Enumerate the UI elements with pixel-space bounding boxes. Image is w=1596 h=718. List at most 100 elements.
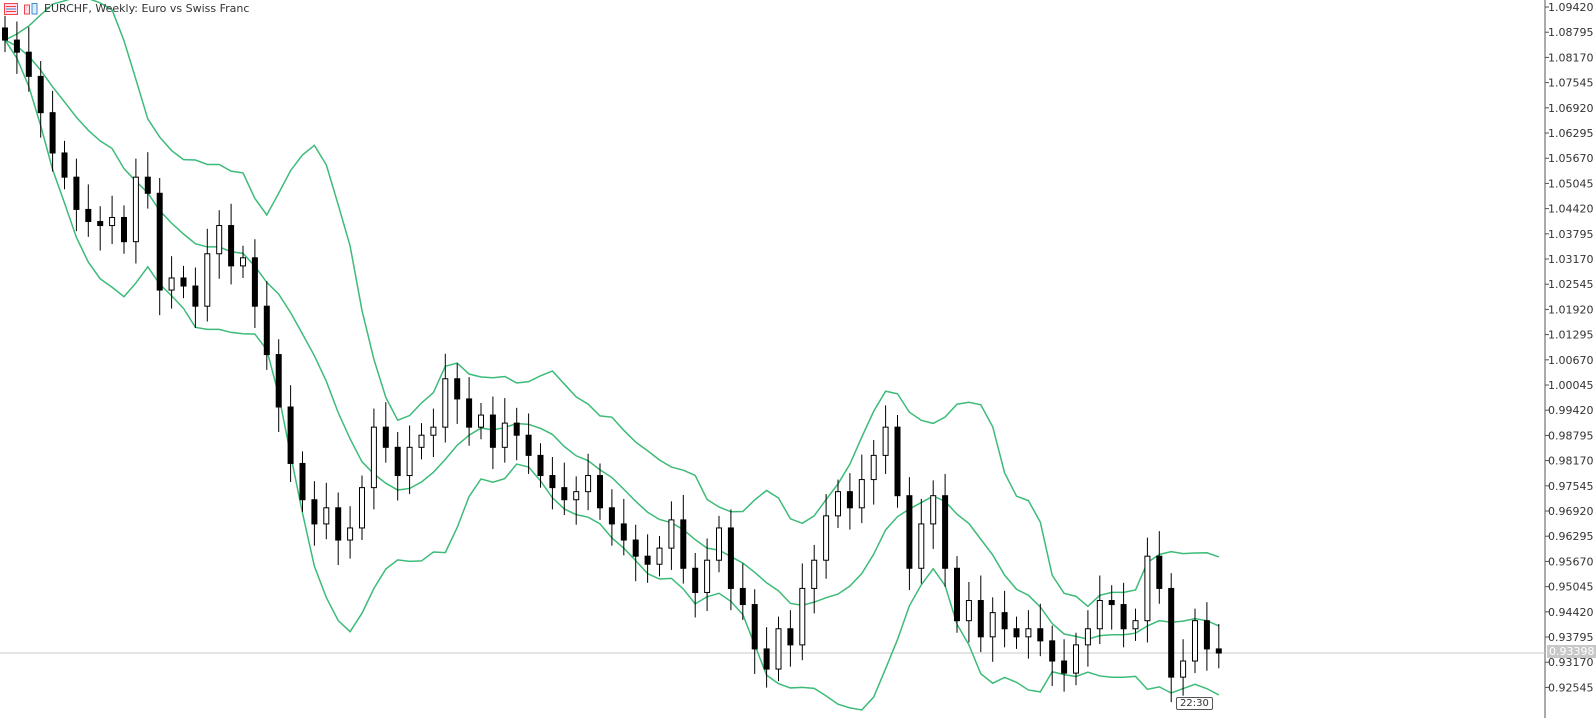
- y-tick-label: 0.92545: [1548, 681, 1594, 694]
- bullish-candle: [132, 176, 139, 243]
- y-tick-label: 1.08795: [1548, 26, 1594, 39]
- y-tick-label: 1.03795: [1548, 228, 1594, 241]
- y-tick-label: 0.95670: [1548, 555, 1594, 568]
- bearish-candle: [263, 305, 270, 356]
- y-tick-label: 1.07545: [1548, 77, 1594, 90]
- y-tick-label: 1.05670: [1548, 152, 1594, 165]
- bearish-candle: [97, 221, 104, 227]
- bullish-candle: [216, 225, 223, 255]
- chart-title-bar: EURCHF, Weekly: Euro vs Swiss Franc: [4, 2, 249, 15]
- y-tick-label: 1.08170: [1548, 51, 1594, 64]
- bearish-candle: [156, 192, 163, 291]
- bullish-candle: [204, 253, 211, 307]
- bearish-candle: [335, 507, 342, 541]
- y-tick-label: 1.01920: [1548, 303, 1594, 316]
- bearish-candle: [537, 454, 544, 477]
- y-tick-label: 1.03170: [1548, 253, 1594, 266]
- bearish-candle: [394, 446, 401, 477]
- bearish-candle: [489, 414, 496, 448]
- bullish-candle: [109, 216, 116, 227]
- bullish-candle: [430, 426, 437, 436]
- bearish-candle: [977, 600, 984, 638]
- y-tick-label: 0.94420: [1548, 606, 1594, 619]
- time-label: 22:30: [1176, 697, 1213, 710]
- bearish-candle: [894, 426, 901, 497]
- y-tick-label: 0.93795: [1548, 631, 1594, 644]
- bearish-candle: [692, 567, 699, 593]
- bullish-candle: [882, 426, 889, 456]
- bearish-candle: [1001, 612, 1008, 630]
- bearish-candle: [228, 225, 235, 267]
- bullish-candle: [418, 434, 425, 448]
- bearish-candle: [2, 27, 8, 41]
- bullish-candle: [965, 600, 972, 622]
- bullish-candle: [1084, 628, 1091, 646]
- y-tick-label: 0.97545: [1548, 480, 1594, 493]
- bearish-candle: [466, 398, 473, 428]
- bullish-candle: [870, 454, 877, 481]
- bearish-candle: [739, 587, 746, 606]
- y-tick-label: 1.01295: [1548, 329, 1594, 342]
- bullish-candle: [323, 507, 330, 525]
- bullish-candle: [585, 475, 592, 493]
- bullish-candle: [406, 446, 413, 477]
- bullish-candle: [823, 515, 830, 561]
- bearish-candle: [299, 462, 306, 501]
- bearish-candle: [192, 285, 199, 307]
- bullish-candle: [1073, 644, 1079, 674]
- bearish-candle: [787, 628, 794, 646]
- bullish-candle: [775, 628, 782, 670]
- bullish-candle: [1096, 600, 1103, 630]
- y-tick-label: 1.05045: [1548, 177, 1594, 190]
- bollinger-lower-band: [4, 39, 1220, 711]
- bullish-candle: [359, 487, 365, 529]
- bearish-candle: [61, 152, 68, 178]
- bearish-candle: [1108, 600, 1115, 606]
- indicator-list-icon[interactable]: [4, 2, 18, 15]
- bullish-candle: [370, 426, 377, 489]
- bullish-candle: [1180, 660, 1187, 678]
- y-tick-label: 0.96920: [1548, 505, 1594, 518]
- bullish-candle: [1192, 620, 1198, 662]
- bearish-candle: [1215, 648, 1222, 654]
- bearish-candle: [644, 555, 651, 565]
- y-tick-label: 1.00045: [1548, 379, 1594, 392]
- bullish-candle: [240, 257, 246, 267]
- bearish-candle: [1013, 628, 1020, 638]
- y-tick-label: 1.02545: [1548, 278, 1594, 291]
- bullish-candle: [704, 559, 711, 593]
- bearish-candle: [751, 604, 758, 650]
- bearish-candle: [180, 277, 187, 287]
- bearish-candle: [287, 406, 294, 464]
- bearish-candle: [121, 216, 127, 243]
- chart-properties-icon[interactable]: [24, 2, 38, 15]
- bearish-candle: [1037, 628, 1044, 642]
- bearish-candle: [1049, 640, 1056, 662]
- bearish-candle: [846, 491, 853, 509]
- bearish-candle: [144, 176, 151, 194]
- bearish-candle: [597, 475, 603, 509]
- bearish-candle: [608, 507, 615, 525]
- bullish-candle: [811, 559, 818, 589]
- bullish-candle: [442, 378, 449, 428]
- y-tick-label: 1.00670: [1548, 354, 1594, 367]
- y-tick-label: 1.06920: [1548, 102, 1594, 115]
- bearish-candle: [13, 39, 20, 53]
- bullish-candle: [478, 414, 484, 428]
- y-tick-label: 0.93170: [1548, 656, 1594, 669]
- bullish-candle: [918, 523, 925, 569]
- bearish-candle: [73, 176, 80, 210]
- bullish-candle: [1025, 628, 1032, 638]
- bearish-candle: [561, 487, 568, 501]
- bearish-candle: [727, 527, 734, 589]
- bullish-candle: [989, 612, 996, 638]
- bearish-candle: [1061, 660, 1068, 674]
- current-price-label: 0.93398: [1547, 645, 1596, 658]
- bearish-candle: [25, 51, 32, 77]
- bearish-candle: [49, 112, 56, 154]
- bearish-candle: [954, 567, 960, 622]
- bullish-candle: [347, 527, 354, 541]
- y-tick-label: 1.06295: [1548, 127, 1594, 140]
- bullish-candle: [799, 587, 806, 646]
